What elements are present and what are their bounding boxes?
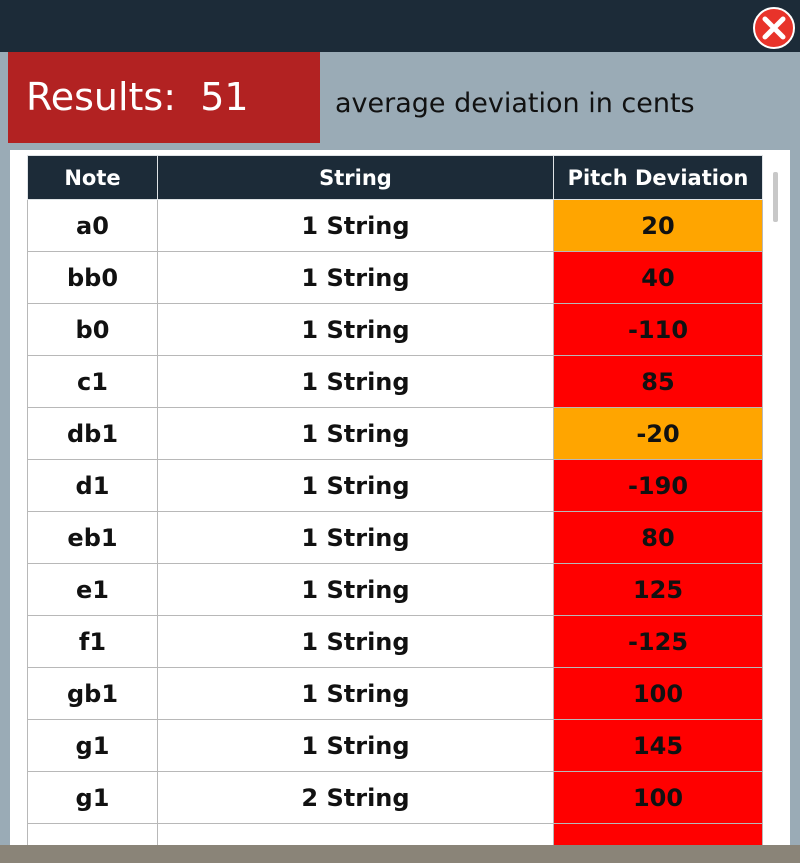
string-cell: 1 String xyxy=(157,459,554,512)
note-cell: gb1 xyxy=(27,667,158,720)
close-button[interactable] xyxy=(752,6,796,50)
deviation-cell: 85 xyxy=(553,355,763,408)
string-cell: 1 String xyxy=(157,511,554,564)
table-container: Note String Pitch Deviation a0 1 String 20 bb… xyxy=(10,150,790,845)
note-cell: d1 xyxy=(27,459,158,512)
column-header: Note xyxy=(27,155,158,200)
deviation-cell xyxy=(553,823,763,845)
deviation-cell: -190 xyxy=(553,459,763,512)
table-row: c1 1 String 85 xyxy=(27,355,763,408)
results-box: Results: 51 xyxy=(8,52,320,143)
string-cell: 1 String xyxy=(157,303,554,356)
table-row: g1 1 String 145 xyxy=(27,719,763,772)
deviation-cell: -20 xyxy=(553,407,763,460)
table-row: bb0 1 String 40 xyxy=(27,251,763,304)
deviation-cell: 100 xyxy=(553,771,763,824)
string-cell: 2 String xyxy=(157,771,554,824)
note-cell: b0 xyxy=(27,303,158,356)
note-cell: bb0 xyxy=(27,251,158,304)
string-cell: 1 String xyxy=(157,615,554,668)
deviation-cell: 40 xyxy=(553,251,763,304)
note-cell: eb1 xyxy=(27,511,158,564)
note-cell: f1 xyxy=(27,615,158,668)
table-row: a0 1 String 20 xyxy=(27,199,763,252)
string-cell: 1 String xyxy=(157,563,554,616)
table-row: db1 1 String -20 xyxy=(27,407,763,460)
deviation-cell: 125 xyxy=(553,563,763,616)
string-cell: 1 String xyxy=(157,251,554,304)
title-bar xyxy=(0,0,800,52)
results-label: Results: xyxy=(26,75,177,119)
deviation-cell: 145 xyxy=(553,719,763,772)
note-cell: db1 xyxy=(27,407,158,460)
deviation-cell: 80 xyxy=(553,511,763,564)
string-cell: 1 String xyxy=(157,407,554,460)
note-cell: g1 xyxy=(27,719,158,772)
note-cell: a0 xyxy=(27,199,158,252)
results-average: 51 xyxy=(200,75,249,119)
deviation-cell: 20 xyxy=(553,199,763,252)
table-row: g1 2 String 100 xyxy=(27,771,763,824)
header-row: Note String Pitch Deviation xyxy=(27,155,763,200)
table-row: d1 1 String -190 xyxy=(27,459,763,512)
table-row: eb1 1 String 80 xyxy=(27,511,763,564)
deviation-cell: -110 xyxy=(553,303,763,356)
string-cell: 1 String xyxy=(157,199,554,252)
string-cell: 1 String xyxy=(157,355,554,408)
deviation-cell: 100 xyxy=(553,667,763,720)
results-table: Note String Pitch Deviation a0 1 String 20 bb… xyxy=(27,155,763,845)
table-row: f1 1 String -125 xyxy=(27,615,763,668)
table-row: gb1 1 String 100 xyxy=(27,667,763,720)
note-cell: g1 xyxy=(27,771,158,824)
string-cell xyxy=(157,823,554,845)
results-caption: average deviation in cents xyxy=(335,88,695,119)
column-header: Pitch Deviation xyxy=(553,155,763,200)
scrollbar-thumb[interactable] xyxy=(773,172,778,222)
column-header: String xyxy=(157,155,554,200)
note-cell: c1 xyxy=(27,355,158,408)
string-cell: 1 String xyxy=(157,667,554,720)
table-row-partial xyxy=(27,823,763,845)
table-row: e1 1 String 125 xyxy=(27,563,763,616)
string-cell: 1 String xyxy=(157,719,554,772)
deviation-cell: -125 xyxy=(553,615,763,668)
note-cell: e1 xyxy=(27,563,158,616)
note-cell xyxy=(27,823,158,845)
table-row: b0 1 String -110 xyxy=(27,303,763,356)
